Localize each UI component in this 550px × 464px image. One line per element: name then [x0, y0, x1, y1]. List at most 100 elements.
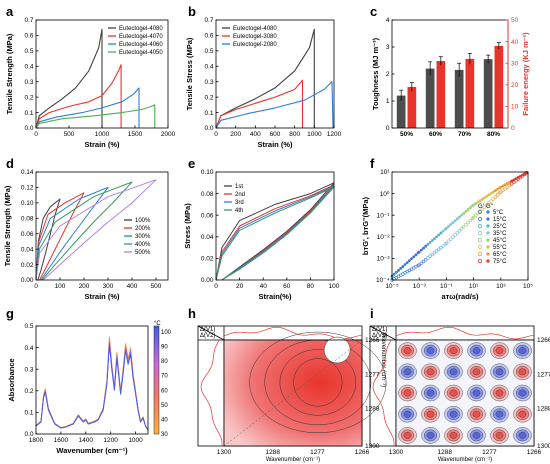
- a-ytick-label: 0.5: [24, 48, 33, 55]
- h-side-spectrum: [200, 339, 223, 447]
- i-corner-label-1: Δ(V1): [372, 327, 387, 333]
- f-marker-G2: [493, 189, 497, 193]
- f-marker-G1: [419, 261, 424, 265]
- g-xtick-label: 1600: [54, 437, 69, 444]
- d-xtick-label: 300: [103, 283, 114, 290]
- a-xtick-label: 0: [34, 131, 38, 138]
- c-y2tick-label: 30: [511, 60, 519, 67]
- f-marker-G1: [446, 239, 451, 243]
- b-legend-label: Eutectogel-4080: [233, 26, 277, 32]
- i-negative-peak: [518, 389, 527, 397]
- g-xlabel: Wavenumber (cm⁻¹): [56, 446, 128, 455]
- g-spectrum-90: [35, 342, 149, 431]
- f-marker-G2: [449, 223, 453, 226]
- f-legend-label: 75°C: [493, 259, 507, 265]
- f-marker-G1: [471, 215, 476, 219]
- f-marker-G1: [428, 254, 432, 258]
- panel-i: Δ(V1)Δ(V2) 1300 1288 1277 1266 1266 1277 1288 13…: [369, 325, 550, 463]
- d-ytick-label: 0.08: [21, 215, 34, 222]
- d-ytick-label: 0.06: [21, 231, 34, 238]
- h-xtick-label: 1288: [265, 449, 280, 456]
- f-legend-header-G1: G': [478, 204, 484, 210]
- i-map-frame: [395, 339, 535, 447]
- f-legend-marker-G1: [478, 252, 482, 256]
- f-marker-G1: [514, 179, 518, 183]
- i-positive-peak: [472, 410, 481, 418]
- f-marker-G1: [520, 174, 525, 178]
- i-negative-peak: [426, 347, 435, 354]
- f-marker-G2: [428, 241, 432, 244]
- f-legend-marker-G2: [486, 231, 490, 235]
- f-legend-marker-G2: [486, 252, 490, 256]
- g-frame: [35, 325, 149, 435]
- f-legend-marker-G2: [486, 210, 490, 214]
- h-xtick-label: 1266: [355, 449, 370, 456]
- d-legend-label: 100%: [135, 218, 151, 224]
- panel-d: 0 100 200 300 400 500 0.00 0.02 0.04 0.06 0.08 0.10…: [3, 169, 169, 301]
- h-corner-label-2: Δ(V2): [200, 333, 215, 339]
- c-y2label: Failure energy (KJ m⁻²): [521, 32, 530, 116]
- e-xtick-label: 60: [283, 283, 291, 290]
- i-xtick-label: 1266: [527, 449, 542, 456]
- f-marker-G2: [437, 233, 441, 237]
- panel-a: 0 500 1000 1500 2000 0.0 0.1 0.2 0.3 0.4 0.5 0.6 0.7…: [5, 17, 176, 149]
- d-legend-label: 300%: [135, 234, 151, 240]
- d-xtick-label: 500: [151, 283, 162, 290]
- d-ytick-label: 0.04: [21, 246, 34, 253]
- h-ytick-label: 1288: [365, 406, 380, 413]
- i-negative-peak: [403, 410, 412, 418]
- f-marker-G2: [394, 270, 398, 274]
- b-ytick-label: 0.0: [204, 125, 213, 132]
- series-200%: [35, 192, 85, 281]
- d-legend-label: 400%: [135, 242, 151, 248]
- i-map-fill: [396, 340, 534, 446]
- b-ytick-label: 0.7: [204, 17, 213, 24]
- panel-e: 0 20 40 60 80 100 0.00 0.02 0.04 0.06 0.08 0.10 Stra…: [183, 169, 340, 301]
- i-negative-peak: [403, 368, 412, 376]
- c-y2tick-label: 50: [511, 17, 519, 24]
- panel-h: Δ(V1)Δ(V2)1300 1288 1277 126612661277128813…: [197, 325, 387, 463]
- f-marker-G2: [468, 206, 472, 210]
- f-marker-G1: [487, 201, 491, 205]
- c-ylabel: Toughness (MJ m⁻³): [371, 37, 380, 110]
- panel-label-b: b: [188, 4, 196, 19]
- f-ylabel: bᴛG', bᴛG''(MPa): [361, 196, 370, 255]
- b-xtick-label: 400: [250, 131, 261, 138]
- f-marker-G1: [424, 258, 428, 262]
- f-marker-G1: [464, 222, 468, 227]
- f-ytick-label: 10⁻⁴: [376, 277, 390, 284]
- i-ytick-label: 1277: [537, 371, 550, 378]
- d-xtick-label: 400: [127, 283, 138, 290]
- panel-f: 10⁻⁵ 10⁻³ 10⁻¹ 10¹ 10³ 10⁵ 10⁻⁴ 10⁻³ 10⁻² 10⁻¹ 10⁰…: [361, 169, 533, 301]
- panel-label-g: g: [6, 306, 14, 321]
- d-ylabel: Tensile Strength (MPa): [3, 185, 12, 266]
- f-marker-G1: [503, 187, 507, 191]
- c-y2tick-label: 20: [511, 82, 519, 89]
- c-category-label: 80%: [487, 131, 500, 138]
- h-corner-label-1: Δ(V1): [200, 327, 215, 333]
- f-marker-G2: [392, 272, 396, 276]
- e-ytick-label: 0.06: [201, 212, 214, 219]
- f-marker-G2: [487, 193, 491, 197]
- f-marker-G1: [434, 249, 439, 253]
- h-xtick-label: 1300: [217, 449, 232, 456]
- f-marker-G2: [433, 237, 436, 241]
- f-marker-G1: [453, 233, 457, 237]
- f-legend-marker-G1: [478, 210, 482, 214]
- c-category-label: 70%: [458, 131, 471, 138]
- f-legend-label: 45°C: [493, 238, 507, 244]
- a-ytick-label: 0.7: [24, 17, 33, 24]
- f-marker-G1: [484, 203, 489, 207]
- f-legend-label: 65°C: [493, 252, 507, 258]
- b-ylabel: Tensile Stress (MPa): [185, 37, 194, 110]
- f-legend-marker-G2: [486, 217, 490, 221]
- f-marker-G1: [480, 207, 485, 211]
- b-ytick-label: 0.4: [204, 63, 213, 70]
- f-marker-G2: [496, 187, 499, 191]
- f-marker-G2: [399, 267, 403, 270]
- f-marker-G2: [485, 194, 489, 198]
- i-negative-peak: [449, 368, 458, 376]
- panel-label-a: a: [6, 4, 14, 19]
- i-xlabel: Wavenumber (cm⁻¹): [438, 457, 492, 463]
